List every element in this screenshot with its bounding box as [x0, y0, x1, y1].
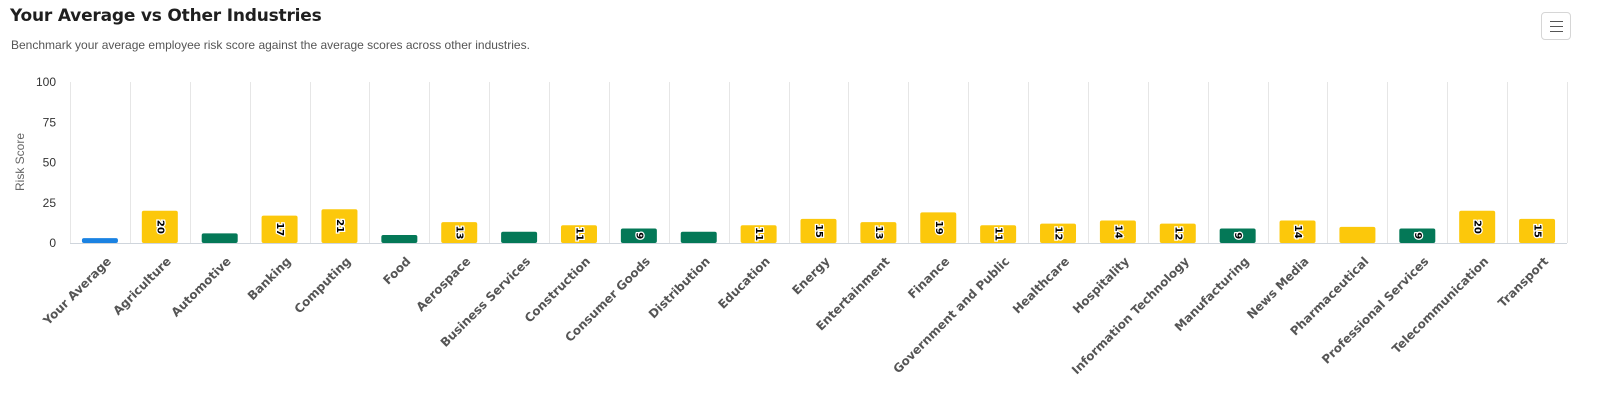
- x-tick-label: Aerospace: [413, 254, 473, 314]
- data-label: 14: [1112, 225, 1123, 239]
- data-label: 11: [753, 227, 764, 241]
- bar-information-technology: [1159, 223, 1196, 243]
- data-label: 15: [1532, 224, 1543, 238]
- data-label: 20: [154, 220, 165, 234]
- data-label: 9: [1232, 232, 1243, 239]
- data-label: 15: [813, 224, 824, 238]
- bar-construction: [560, 225, 597, 243]
- x-tick-label: Distribution: [646, 254, 713, 321]
- bar-entertainment: [860, 222, 897, 243]
- x-tick-label: Automotive: [169, 254, 234, 319]
- bar-energy: [800, 218, 837, 243]
- x-tick-label: Finance: [905, 254, 952, 301]
- x-tick-label: Energy: [789, 254, 832, 297]
- bar-consumer-goods: [620, 228, 657, 243]
- data-label: 9: [1412, 232, 1423, 239]
- x-tick-label: Banking: [245, 254, 294, 303]
- x-tick-label: Government and Public: [890, 254, 1012, 376]
- data-label: 19: [933, 221, 944, 235]
- x-tick-label: Your Average: [40, 254, 114, 328]
- bar-aerospace: [441, 222, 478, 243]
- data-label: 9: [633, 232, 644, 239]
- chart-menu-button[interactable]: [1541, 12, 1571, 40]
- data-label: 11: [573, 227, 584, 241]
- data-label: 13: [454, 226, 465, 240]
- bar-agriculture: [141, 210, 178, 243]
- bar-distribution: [680, 231, 717, 243]
- bar-banking: [261, 215, 298, 243]
- bar-pharmaceutical: [1339, 226, 1376, 243]
- x-tick-label: Food: [380, 254, 413, 287]
- chart-title: Your Average vs Other Industries: [10, 6, 322, 26]
- bar-professional-services: [1399, 228, 1436, 243]
- data-label: 12: [1053, 226, 1064, 240]
- bar-telecommunication: [1459, 210, 1496, 243]
- x-tick-label: Transport: [1495, 254, 1551, 310]
- x-tick-label: Telecommunication: [1389, 254, 1491, 356]
- x-tick-label: Professional Services: [1319, 254, 1431, 366]
- y-axis-title: Risk Score: [13, 133, 27, 191]
- bar-food: [381, 234, 418, 243]
- data-label: 14: [1292, 225, 1303, 239]
- bar-computing: [321, 209, 358, 243]
- bar-education: [740, 225, 777, 243]
- data-label: 21: [334, 219, 345, 233]
- x-tick-label: News Media: [1244, 254, 1312, 322]
- hamburger-menu-icon-line: [1550, 31, 1563, 32]
- bar-finance: [920, 212, 957, 243]
- bar-manufacturing: [1219, 228, 1256, 243]
- bar-government-and-public: [980, 225, 1017, 243]
- bar-automotive: [201, 233, 238, 243]
- x-tick-label: Information Technology: [1069, 254, 1192, 377]
- bar-your-average: [81, 238, 118, 243]
- chart-subtitle: Benchmark your average employee risk sco…: [11, 38, 530, 52]
- hamburger-menu-icon-line: [1550, 26, 1563, 27]
- bar-news-media: [1279, 220, 1316, 243]
- y-tick-label: 50: [43, 156, 57, 170]
- bar-hospitality: [1099, 220, 1136, 243]
- data-label: 11: [993, 227, 1004, 241]
- y-tick-label: 100: [36, 75, 56, 89]
- x-tick-label: Healthcare: [1010, 254, 1072, 316]
- data-label: 20: [1472, 220, 1483, 234]
- bar-transport: [1519, 218, 1556, 243]
- data-label: 13: [873, 226, 884, 240]
- hamburger-menu-icon: [1550, 21, 1563, 22]
- x-tick-label: Education: [715, 254, 772, 311]
- data-label: 17: [274, 222, 285, 236]
- y-tick-label: 0: [49, 236, 56, 250]
- x-tick-label: Hospitality: [1070, 254, 1132, 316]
- bar-healthcare: [1040, 223, 1077, 243]
- x-tick-label: Computing: [292, 254, 354, 316]
- y-tick-label: 25: [43, 196, 57, 210]
- bar-business-services: [501, 231, 538, 243]
- data-label: 12: [1172, 226, 1183, 240]
- x-tick-label: Agriculture: [110, 254, 174, 318]
- y-tick-label: 75: [43, 115, 57, 129]
